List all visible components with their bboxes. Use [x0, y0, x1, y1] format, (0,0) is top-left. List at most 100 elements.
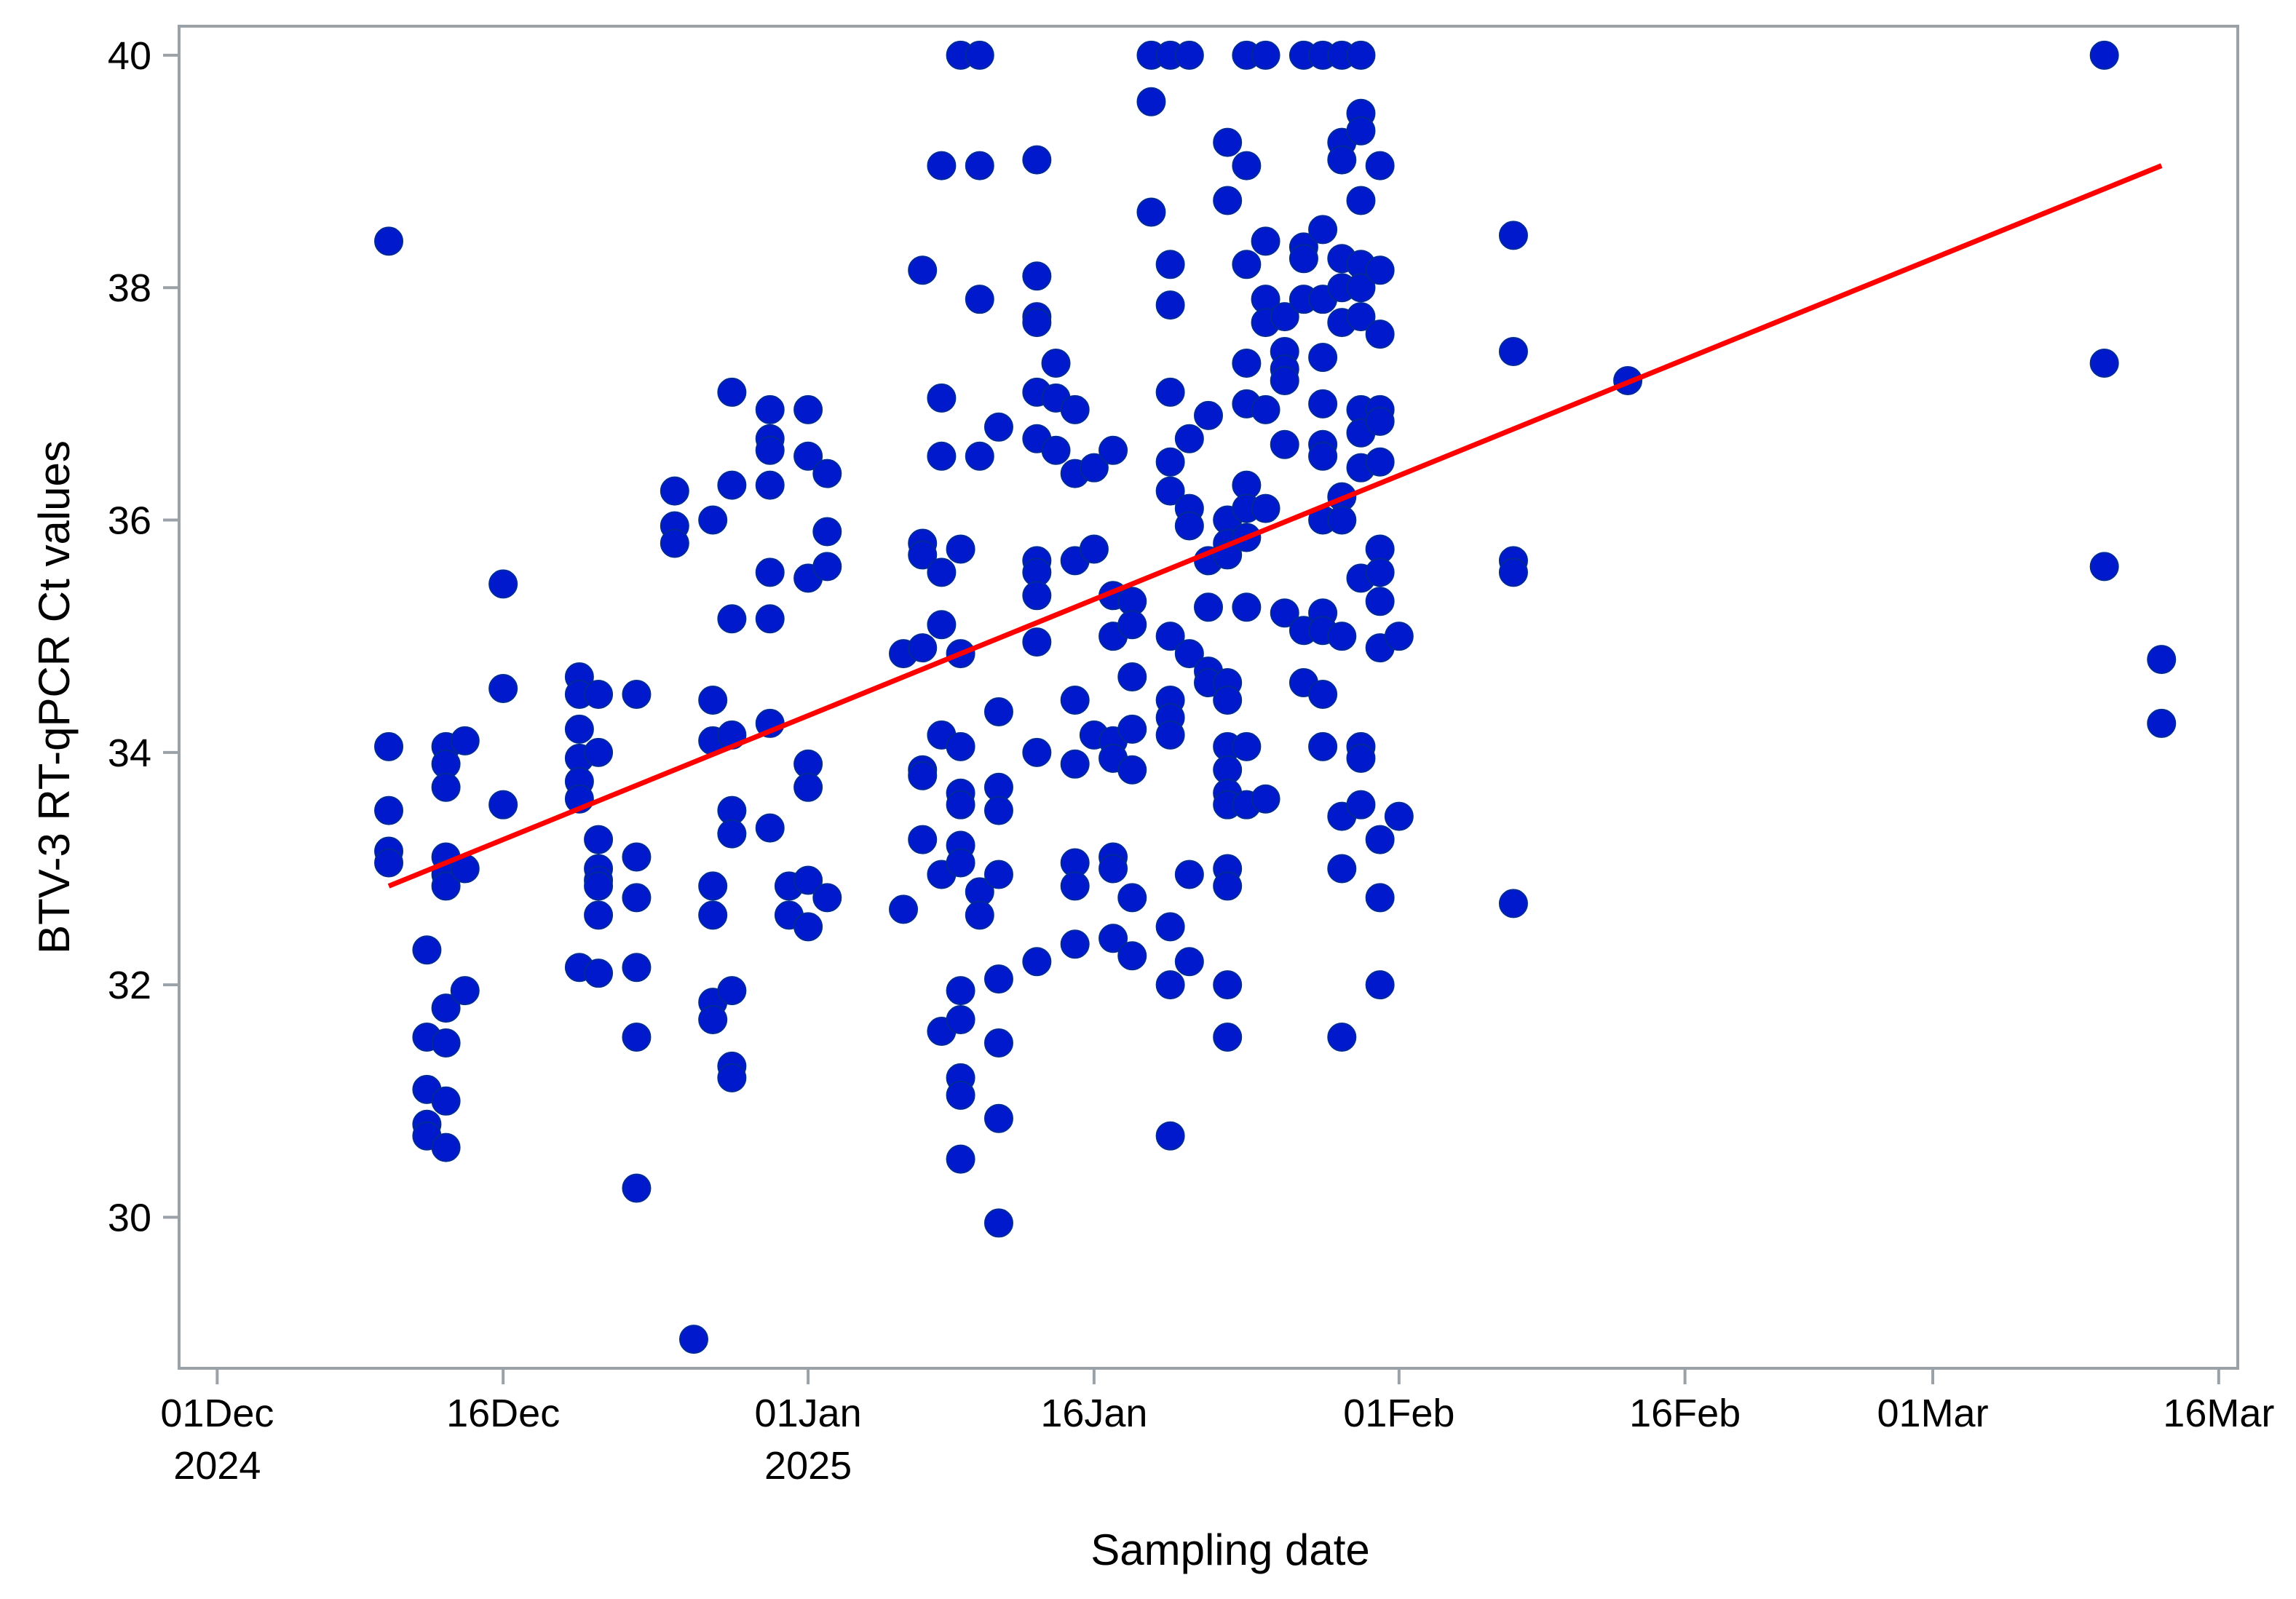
- data-point: [908, 761, 938, 790]
- data-point: [1117, 714, 1147, 744]
- data-point: [1346, 273, 1376, 303]
- data-point: [660, 476, 689, 506]
- data-point: [1117, 610, 1147, 640]
- data-point: [1288, 244, 1318, 274]
- x-tick-label: 16Dec: [446, 1392, 560, 1435]
- data-point: [622, 1022, 652, 1052]
- data-point: [1251, 40, 1280, 70]
- data-point: [793, 865, 823, 895]
- data-point: [1365, 447, 1395, 477]
- data-point: [1365, 587, 1395, 616]
- y-axis: 30 32 34 36 38 40: [108, 34, 179, 1239]
- data-point: [679, 1325, 708, 1354]
- data-point: [793, 441, 823, 471]
- data-point: [1251, 784, 1280, 814]
- data-point: [1098, 924, 1128, 953]
- data-point: [1308, 215, 1338, 245]
- data-point: [755, 813, 785, 843]
- x-axis: 01Dec 2024 16Dec 01Jan 2025 16Jan 01Feb 16Feb 01…: [160, 1368, 2274, 1488]
- data-point: [717, 819, 747, 849]
- data-point: [2089, 348, 2119, 378]
- data-point: [1498, 221, 1528, 250]
- y-tick-label: 34: [108, 731, 151, 775]
- data-point: [793, 394, 823, 424]
- data-point: [2147, 708, 2177, 738]
- data-point: [431, 1086, 461, 1116]
- data-point: [1308, 389, 1338, 418]
- x-tick-label: 01Mar: [1877, 1392, 1989, 1435]
- data-point: [812, 552, 842, 582]
- trend-lines: [387, 163, 2163, 889]
- data-point: [983, 860, 1013, 889]
- data-point: [812, 517, 842, 547]
- data-point: [1498, 558, 1528, 587]
- data-point: [584, 680, 614, 710]
- data-point: [755, 604, 785, 634]
- data-point: [1365, 151, 1395, 180]
- data-point: [1155, 622, 1185, 651]
- data-point: [1308, 731, 1338, 761]
- data-point: [965, 285, 994, 314]
- data-point: [983, 795, 1013, 825]
- data-point: [755, 558, 785, 587]
- data-point: [1346, 743, 1376, 773]
- data-point: [450, 976, 480, 1006]
- data-point: [660, 528, 689, 558]
- data-point: [1098, 435, 1128, 465]
- data-point: [1232, 348, 1262, 378]
- data-point: [1327, 1022, 1357, 1052]
- data-point: [812, 459, 842, 488]
- data-point: [1308, 680, 1338, 710]
- data-point: [1232, 250, 1262, 279]
- x-tick-label: 01Jan 2025: [755, 1392, 862, 1488]
- data-point: [1117, 883, 1147, 913]
- data-point: [946, 790, 975, 820]
- data-point: [488, 790, 518, 820]
- data-point: [1155, 720, 1185, 750]
- data-point: [1365, 255, 1395, 285]
- data-point: [1174, 639, 1204, 669]
- data-point: [908, 540, 938, 570]
- data-point: [927, 610, 957, 640]
- data-point: [1136, 87, 1166, 116]
- data-point: [2147, 645, 2177, 675]
- data-point: [1213, 685, 1243, 715]
- data-point: [1060, 871, 1090, 901]
- data-point: [488, 674, 518, 704]
- data-point: [698, 871, 728, 901]
- data-point: [564, 714, 594, 744]
- data-point: [1136, 197, 1166, 227]
- x-tick-label: 16Feb: [1629, 1392, 1741, 1435]
- data-point: [1155, 1121, 1185, 1151]
- data-point: [1327, 854, 1357, 884]
- data-point: [1327, 145, 1357, 175]
- data-point: [1155, 476, 1185, 506]
- data-point: [1174, 511, 1204, 541]
- data-point: [450, 726, 480, 755]
- data-point: [983, 412, 1013, 442]
- data-point: [946, 731, 975, 761]
- data-point: [622, 1173, 652, 1203]
- data-point: [1022, 947, 1052, 977]
- data-point: [1498, 337, 1528, 367]
- data-point: [717, 377, 747, 407]
- data-point: [1117, 755, 1147, 785]
- data-point: [755, 435, 785, 465]
- x-tick-label: 01Dec 2024: [160, 1392, 274, 1488]
- data-point: [946, 976, 975, 1006]
- data-point: [622, 842, 652, 872]
- data-point: [889, 894, 919, 924]
- data-point: [1232, 731, 1262, 761]
- data-point: [622, 953, 652, 983]
- data-point: [431, 871, 461, 901]
- x-axis-label: Sampling date: [1090, 1525, 1370, 1574]
- data-point: [1213, 127, 1243, 157]
- data-point: [1365, 558, 1395, 587]
- data-point: [488, 569, 518, 599]
- data-point: [1022, 145, 1052, 175]
- y-tick-label: 32: [108, 964, 151, 1007]
- data-point: [946, 1080, 975, 1110]
- data-point: [946, 1144, 975, 1174]
- data-point: [1498, 889, 1528, 918]
